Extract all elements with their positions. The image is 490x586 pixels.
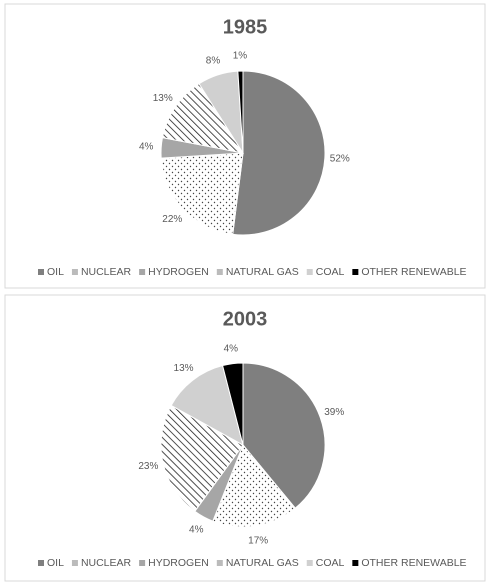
data-label: 23% <box>138 461 158 472</box>
pie-slice <box>242 362 326 509</box>
chart-title: 1985 <box>223 16 268 38</box>
legend-label: COAL <box>316 557 345 569</box>
legend-marker <box>38 560 44 566</box>
data-label: 52% <box>330 154 350 165</box>
legend-label: HYDROGEN <box>148 266 209 278</box>
legend-marker <box>71 269 78 275</box>
legend-marker <box>306 560 313 566</box>
legend-marker <box>216 269 223 275</box>
pie-slice <box>161 83 245 154</box>
data-label: 4% <box>139 142 154 153</box>
legend-label: OTHER RENEWABLE <box>361 557 466 569</box>
data-label: 17% <box>248 535 268 546</box>
legend-marker <box>216 560 223 566</box>
data-label: 4% <box>189 525 204 536</box>
pie-slice <box>237 70 244 154</box>
legend-marker <box>139 269 146 275</box>
legend-label: NATURAL GAS <box>226 266 299 278</box>
pie-slice <box>232 70 326 236</box>
data-label: 4% <box>224 343 239 354</box>
pie-slice <box>160 404 244 513</box>
legend-label: NUCLEAR <box>81 557 132 569</box>
legend-marker <box>38 269 44 275</box>
legend-label: OIL <box>47 266 64 278</box>
legend-marker <box>139 560 146 566</box>
data-label: 1% <box>233 51 248 62</box>
legend-marker <box>306 269 313 275</box>
legend-marker <box>352 560 359 566</box>
pie-slice <box>212 444 296 528</box>
legend-marker <box>352 269 359 275</box>
legend-marker <box>71 560 78 566</box>
legend-label: HYDROGEN <box>148 557 209 569</box>
legend-label: OIL <box>47 557 64 569</box>
data-label: 22% <box>162 214 182 225</box>
legend-label: NATURAL GAS <box>226 557 299 569</box>
pie-slice <box>170 364 244 446</box>
pie-slice <box>221 362 244 446</box>
pie-slice <box>160 152 244 235</box>
legend-label: COAL <box>316 266 345 278</box>
data-label: 13% <box>153 93 173 104</box>
data-label: 13% <box>174 363 194 374</box>
legend-label: OTHER RENEWABLE <box>361 266 466 278</box>
legend-label: NUCLEAR <box>81 266 132 278</box>
data-label: 8% <box>206 55 221 66</box>
data-label: 39% <box>324 407 344 418</box>
chart-title: 2003 <box>223 308 268 330</box>
